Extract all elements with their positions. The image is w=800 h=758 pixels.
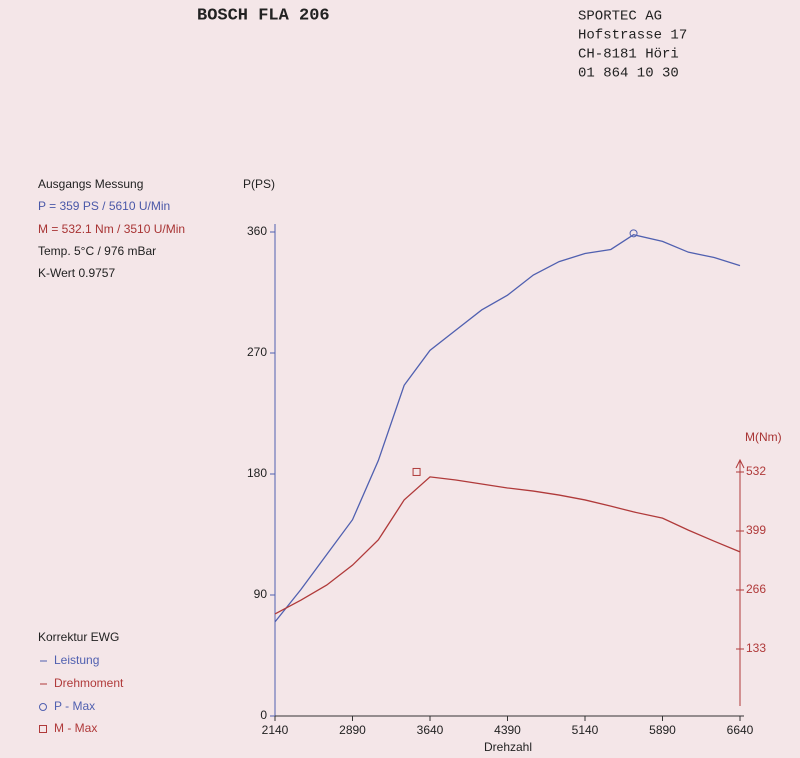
legend-symbol: [39, 725, 47, 733]
legend-label: Drehmoment: [54, 676, 124, 690]
x-tick-label: 2890: [339, 723, 366, 737]
y-tick-label: 90: [254, 587, 268, 601]
x-tick-label: 3640: [417, 723, 444, 737]
legend-label: M - Max: [54, 721, 97, 735]
legend-symbol: [39, 703, 47, 711]
y2-tick-label: 532: [746, 464, 766, 478]
max-marker: [629, 229, 638, 238]
y-axis-label: P(PS): [243, 177, 275, 191]
y-tick-label: 0: [260, 708, 267, 722]
info-title: Ausgangs Messung: [38, 177, 143, 191]
series-line: [274, 233, 741, 623]
address-line: SPORTEC AG: [578, 9, 662, 25]
address-line: CH-8181 Höri: [578, 47, 679, 63]
info-line: Temp. 5°C / 976 mBar: [38, 244, 156, 258]
info-line: P = 359 PS / 5610 U/Min: [38, 199, 170, 213]
legend-title: Korrektur EWG: [38, 630, 119, 644]
legend-label: Leistung: [54, 653, 99, 667]
info-line: M = 532.1 Nm / 3510 U/Min: [38, 222, 185, 236]
x-axis-label: Drehzahl: [484, 740, 532, 754]
y-tick-label: 180: [247, 466, 267, 480]
x-tick-label: 6640: [727, 723, 754, 737]
header-title: BOSCH FLA 206: [197, 6, 330, 25]
y2-tick-label: 266: [746, 582, 766, 596]
x-tick-label: 5890: [649, 723, 676, 737]
x-tick-label: 4390: [494, 723, 521, 737]
y2-tick-label: 133: [746, 641, 766, 655]
y-tick-label: 270: [247, 345, 267, 359]
y2-axis-label: M(Nm): [745, 430, 782, 444]
legend-label: P - Max: [54, 699, 95, 713]
y2-tick-label: 399: [746, 523, 766, 537]
x-tick-label: 2140: [262, 723, 289, 737]
address-line: 01 864 10 30: [578, 66, 679, 82]
address-line: Hofstrasse 17: [578, 28, 687, 44]
info-line: K-Wert 0.9757: [38, 266, 115, 280]
series-line: [274, 476, 741, 615]
x-tick-label: 5140: [572, 723, 599, 737]
y-tick-label: 360: [247, 224, 267, 238]
max-marker: [412, 467, 421, 476]
y2-axis-arrow: [735, 458, 745, 469]
